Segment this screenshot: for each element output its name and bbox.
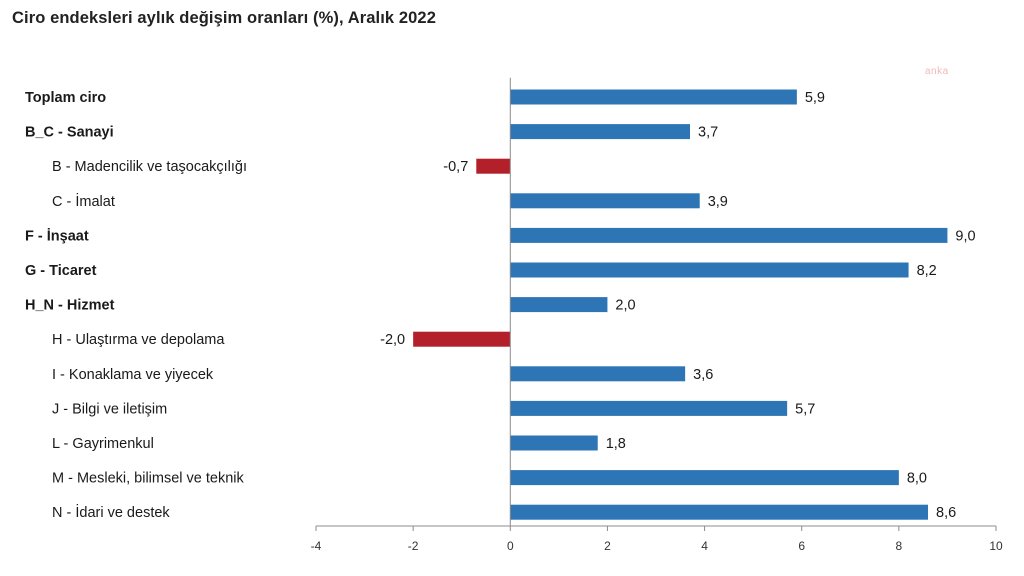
value-label: 3,7 (698, 125, 718, 141)
bar (510, 435, 598, 451)
category-label: H_N - Hizmet (25, 298, 115, 314)
bar (476, 158, 511, 174)
bar (510, 262, 909, 278)
category-label: J - Bilgi ve iletişim (52, 401, 167, 417)
category-label: Toplam ciro (25, 90, 106, 106)
bar (510, 227, 948, 243)
bar (510, 89, 797, 105)
chart-title: Ciro endeksleri aylık değişim oranları (… (12, 9, 436, 27)
bar (413, 331, 511, 347)
category-label: H - Ulaştırma ve depolama (52, 332, 225, 348)
x-tick-label: -4 (311, 539, 322, 553)
category-label: G - Ticaret (25, 263, 97, 279)
category-label: N - İdari ve destek (52, 503, 170, 521)
category-label: B_C - Sanayi (25, 125, 114, 141)
bar (510, 124, 690, 140)
watermark-logo: anka (925, 66, 949, 77)
x-tick-label: 10 (989, 539, 1003, 553)
value-label: 3,9 (708, 194, 728, 210)
x-tick-label: 8 (896, 539, 903, 553)
category-label: F - İnşaat (25, 227, 89, 244)
category-label: L - Gayrimenkul (52, 436, 154, 452)
x-tick-label: 6 (798, 539, 805, 553)
category-label: B - Madencilik ve taşocakçılığı (52, 159, 247, 175)
x-tick-label: -2 (408, 539, 419, 553)
value-label: 1,8 (606, 436, 626, 452)
bar (510, 400, 788, 416)
bar (510, 193, 700, 209)
category-label: C - İmalat (52, 192, 115, 210)
x-tick-label: 4 (701, 539, 708, 553)
value-label: 2,0 (615, 298, 635, 314)
category-label: I - Konaklama ve yiyecek (52, 367, 214, 383)
value-label: 8,0 (907, 471, 927, 487)
value-label: -0,7 (443, 159, 468, 175)
value-label: -2,0 (380, 332, 405, 348)
category-label: M - Mesleki, bilimsel ve teknik (52, 471, 245, 487)
value-label: 5,7 (795, 401, 815, 417)
x-tick-label: 2 (604, 539, 611, 553)
value-label: 8,6 (936, 505, 956, 521)
bar (510, 297, 608, 313)
value-label: 9,0 (955, 228, 975, 244)
value-label: 3,6 (693, 367, 713, 383)
bar (510, 470, 899, 486)
value-label: 5,9 (805, 90, 825, 106)
x-tick-label: 0 (507, 539, 514, 553)
value-label: 8,2 (917, 263, 937, 279)
bar (510, 366, 686, 382)
bar (510, 504, 928, 520)
